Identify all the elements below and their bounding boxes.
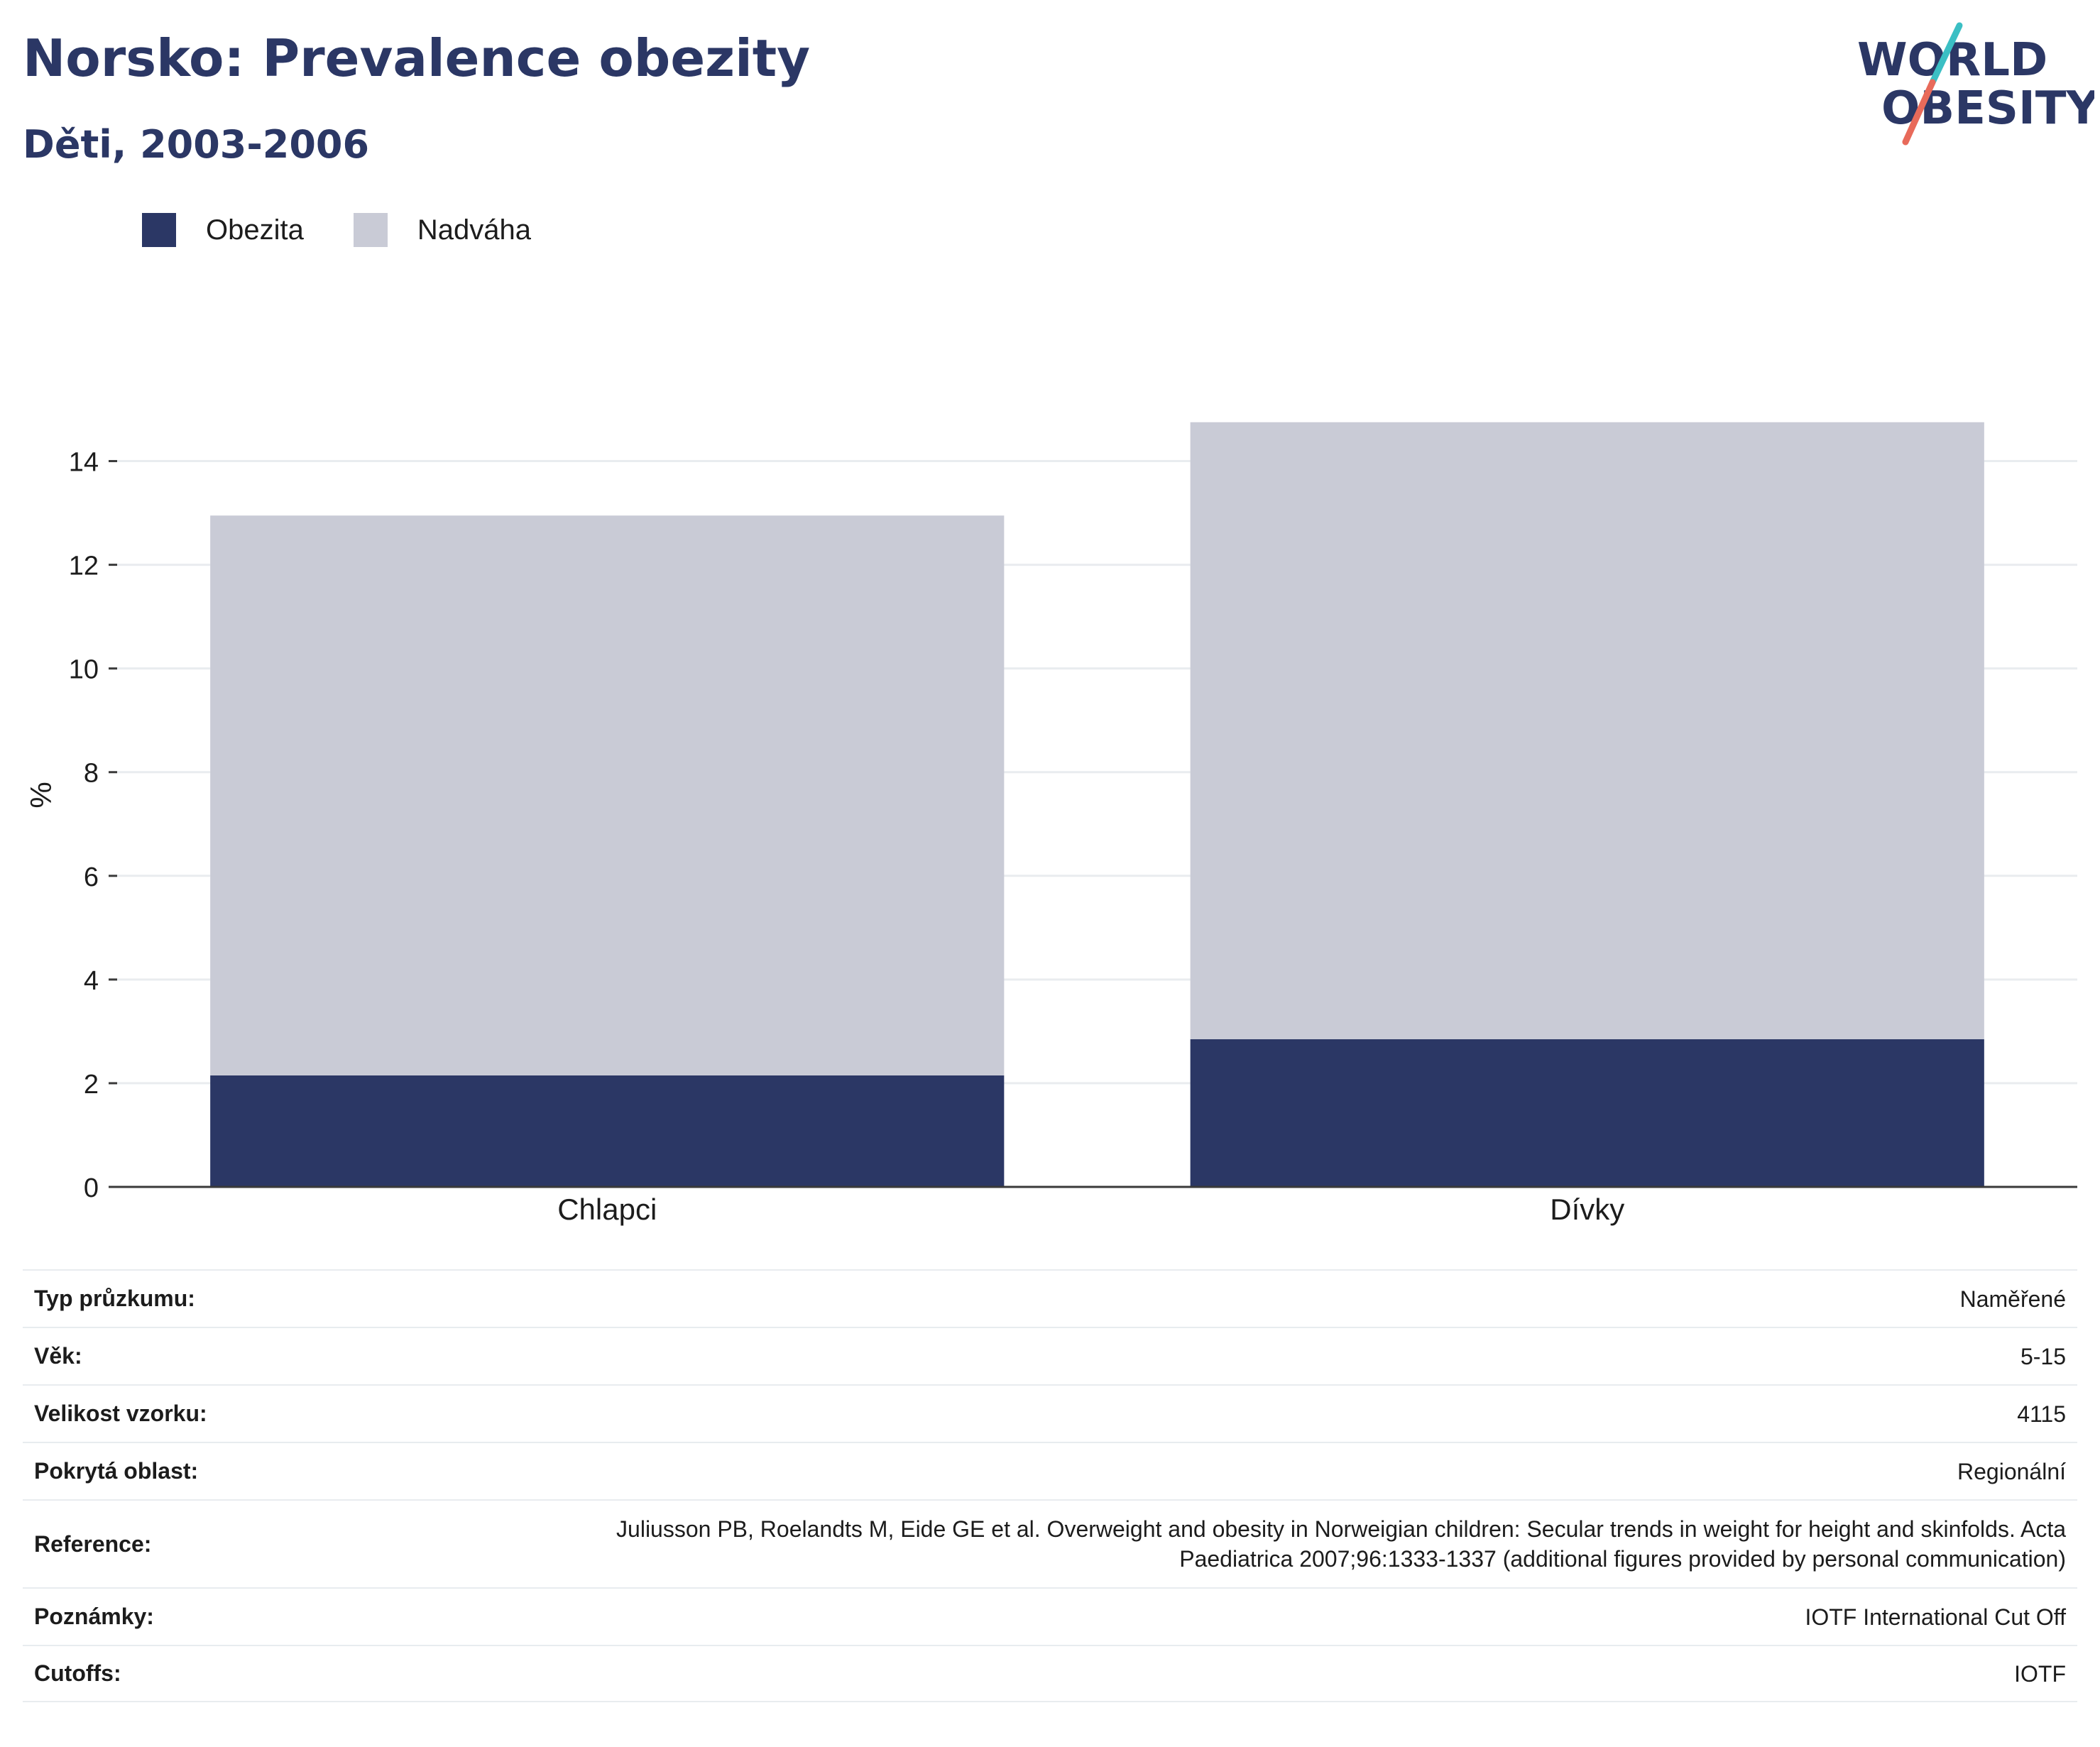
info-value: 4115 [2017, 1401, 2066, 1427]
info-row-notes: Poznámky: IOTF International Cut Off [23, 1587, 2077, 1645]
bar-obezita-1 [1190, 1039, 1984, 1187]
info-row-sample-size: Velikost vzorku: 4115 [23, 1384, 2077, 1442]
info-row-age: Věk: 5-15 [23, 1327, 2077, 1384]
info-value: IOTF [2014, 1660, 2066, 1687]
bar-obezita-0 [210, 1075, 1005, 1187]
info-value: Naměřené [1959, 1286, 2066, 1312]
info-row-area: Pokrytá oblast: Regionální [23, 1442, 2077, 1499]
info-label: Typ průzkumu: [34, 1286, 195, 1311]
x-tick-label: Dívky [1550, 1193, 1624, 1226]
info-label: Reference: [34, 1530, 152, 1557]
legend-label-obezita: Obezita [206, 214, 304, 246]
legend-label-nadvaha: Nadváha [417, 214, 531, 246]
y-tick-label: 8 [84, 759, 99, 789]
legend-item-nadvaha[interactable]: Nadváha [353, 213, 531, 247]
y-tick-label: 6 [84, 862, 99, 892]
legend-swatch-nadvaha [353, 213, 388, 247]
bar-nadv-ha-1 [1190, 422, 1984, 1039]
info-label: Pokrytá oblast: [34, 1458, 199, 1484]
info-value: 5-15 [2020, 1343, 2066, 1369]
info-row-cutoffs: Cutoffs: IOTF [23, 1645, 2077, 1702]
logo-slash-top [1929, 22, 1963, 86]
logo-slash-bottom [1902, 79, 1936, 146]
page-title: Norsko: Prevalence obezity [23, 28, 811, 88]
y-tick-label: 14 [69, 448, 99, 478]
info-row-reference: Reference: Juliusson PB, Roelandts M, Ei… [23, 1499, 2077, 1587]
info-value: Regionální [1957, 1458, 2066, 1484]
info-label: Věk: [34, 1343, 82, 1369]
info-label: Velikost vzorku: [34, 1401, 207, 1426]
info-row-survey-type: Typ průzkumu: Naměřené [23, 1269, 2077, 1327]
world-obesity-logo: WORLD OBESITY [1857, 22, 2094, 146]
y-tick-label: 10 [69, 655, 99, 685]
y-tick-label: 4 [84, 966, 99, 996]
page-subtitle: Děti, 2003-2006 [23, 122, 370, 167]
bar-chart: 0 2 4 6 8 10 12 14% Chlapci Dívky [24, 422, 2077, 1226]
y-tick-label: 12 [69, 552, 99, 581]
info-value: Juliusson PB, Roelandts M, Eide GE et al… [616, 1516, 2066, 1572]
logo-line-2: OBESITY [1881, 82, 2094, 135]
survey-info-table: Typ průzkumu: Naměřené Věk: 5-15 Velikos… [23, 1269, 2077, 1702]
x-tick-label: Chlapci [557, 1193, 657, 1226]
y-axis-label: % [24, 782, 58, 808]
y-tick-label: 2 [84, 1070, 99, 1100]
y-tick-label: 0 [84, 1173, 99, 1203]
chart-legend: Obezita Nadváha [142, 210, 581, 250]
info-value: IOTF International Cut Off [1805, 1604, 2066, 1630]
legend-swatch-obezita [142, 213, 176, 247]
info-label: Cutoffs: [34, 1660, 121, 1686]
bar-nadv-ha-0 [210, 515, 1005, 1075]
legend-item-obezita[interactable]: Obezita [142, 213, 304, 247]
info-label: Poznámky: [34, 1604, 154, 1629]
